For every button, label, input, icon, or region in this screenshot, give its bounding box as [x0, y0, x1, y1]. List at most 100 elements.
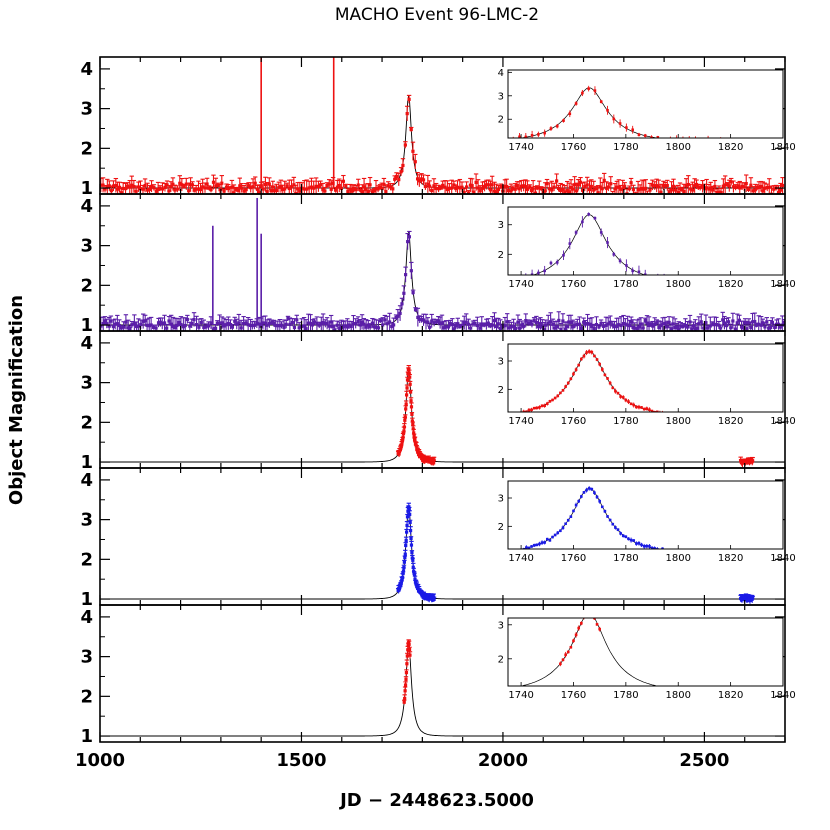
inset-data-point: [629, 402, 633, 406]
inset-data-point: [577, 363, 581, 367]
data-point: [478, 326, 482, 330]
data-point: [755, 185, 759, 190]
data-point: [190, 321, 194, 326]
panel-data: [100, 502, 785, 604]
data-point: [122, 325, 126, 329]
data-point: [224, 185, 229, 189]
data-point: [553, 326, 557, 330]
data-point: [596, 191, 600, 194]
data-point: [327, 182, 331, 186]
data-point: [288, 322, 292, 327]
data-point: [317, 323, 321, 327]
data-point: [606, 185, 610, 189]
inset-data-point: [548, 400, 552, 403]
data-point: [402, 429, 406, 433]
data-point: [442, 326, 446, 330]
data-point: [242, 321, 246, 326]
data-point: [202, 325, 206, 329]
data-point: [130, 183, 134, 187]
data-point: [383, 318, 387, 322]
data-point: [713, 184, 717, 189]
inset-data-point: [655, 410, 659, 412]
data-point: [767, 326, 771, 330]
data-point: [370, 321, 374, 325]
data-point: [513, 187, 517, 191]
data-point: [464, 320, 468, 324]
y-tick-label: 4: [80, 607, 93, 628]
y-tick-label: 3: [80, 236, 93, 257]
data-point: [444, 325, 448, 329]
inset-data-point: [611, 386, 615, 390]
data-point: [403, 418, 407, 422]
data-point: [571, 187, 575, 191]
data-point: [430, 319, 434, 323]
data-point: [753, 319, 757, 324]
data-point: [372, 189, 376, 193]
data-point: [413, 577, 417, 581]
inset-data-point: [598, 362, 601, 366]
data-point: [711, 188, 715, 192]
data-point: [409, 399, 413, 403]
data-point: [358, 323, 362, 327]
inset-x-tick-label: 1740: [508, 142, 533, 153]
data-point: [494, 191, 498, 194]
inset-data-point: [621, 396, 625, 399]
x-axis-title: JD − 2448623.5000: [338, 790, 534, 811]
data-point: [211, 180, 216, 184]
data-point: [599, 321, 603, 326]
data-point: [638, 187, 642, 191]
inset-data-point: [582, 354, 586, 358]
data-point: [725, 183, 730, 187]
data-point: [407, 367, 411, 371]
data-point: [329, 187, 333, 191]
inset-x-tick-label: 1760: [561, 553, 586, 564]
data-point: [503, 324, 507, 328]
inset-x-tick-label: 1760: [561, 142, 586, 153]
data-point: [608, 320, 612, 324]
data-point: [403, 696, 407, 701]
data-point: [343, 324, 347, 328]
data-point: [222, 324, 226, 328]
inset-x-tick-label: 1780: [613, 142, 638, 153]
data-point: [119, 326, 123, 330]
inset-x-tick-label: 1800: [666, 690, 691, 701]
data-point: [354, 188, 358, 192]
data-point: [400, 443, 404, 447]
inset-data-point: [532, 544, 536, 547]
data-point: [321, 321, 325, 325]
data-point: [198, 187, 203, 192]
inset-data-point: [606, 108, 609, 112]
inset-data-point: [530, 408, 533, 412]
data-point: [589, 184, 593, 189]
data-point: [250, 323, 254, 328]
data-point: [578, 322, 582, 326]
data-point: [100, 324, 103, 328]
data-point: [693, 327, 697, 331]
data-point: [409, 269, 413, 273]
data-point: [765, 186, 769, 190]
data-point: [134, 189, 138, 193]
data-point: [637, 325, 641, 329]
data-point: [759, 184, 763, 189]
data-point: [278, 324, 282, 328]
data-point: [181, 325, 185, 329]
data-point: [327, 324, 331, 328]
inset-data-point: [525, 410, 528, 412]
inset-bg: [508, 207, 783, 275]
inset-data-point: [599, 231, 603, 234]
data-point: [707, 187, 711, 191]
data-point: [488, 324, 492, 328]
data-point: [473, 321, 477, 326]
data-point: [381, 323, 385, 327]
data-point: [673, 188, 678, 192]
data-point: [338, 326, 342, 331]
data-point: [718, 326, 723, 330]
inset-data-point: [538, 406, 541, 409]
data-point: [270, 320, 274, 325]
data-point: [573, 323, 577, 327]
data-point: [246, 184, 251, 188]
inset-y-tick-label: 4: [498, 68, 504, 79]
inset-data-point: [522, 410, 526, 412]
data-point: [209, 188, 213, 192]
inset-data-point: [564, 385, 567, 388]
